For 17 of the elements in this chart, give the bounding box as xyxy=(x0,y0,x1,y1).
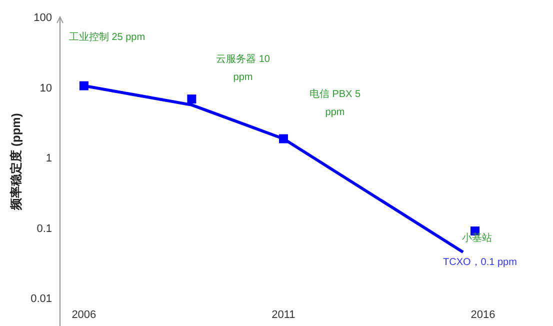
point xyxy=(187,94,196,104)
x-tick-label: 2016 xyxy=(470,309,496,321)
y-axis-title: 频率稳定度 (ppm) xyxy=(9,113,23,211)
annotation: 电信 PBX 5 ppm xyxy=(308,88,362,120)
annotation: 云服务器 10 ppm xyxy=(215,53,271,85)
y-tick-label: 1 xyxy=(46,152,52,165)
point xyxy=(79,81,88,90)
annotation: 工业控制 25 ppm xyxy=(68,30,146,45)
x-tick-label: 2011 xyxy=(272,309,296,321)
y-tick-label: 0.01 xyxy=(30,293,52,306)
y-tick-label: 0.1 xyxy=(36,222,52,235)
y-tick-label: 100 xyxy=(34,12,52,24)
x-tick-label: 2006 xyxy=(72,309,96,321)
annotation: 小基站 xyxy=(461,232,493,246)
annotation: TCXO，0.1 ppm xyxy=(442,256,518,270)
y-tick-label: 10 xyxy=(40,82,52,94)
point xyxy=(278,134,288,144)
